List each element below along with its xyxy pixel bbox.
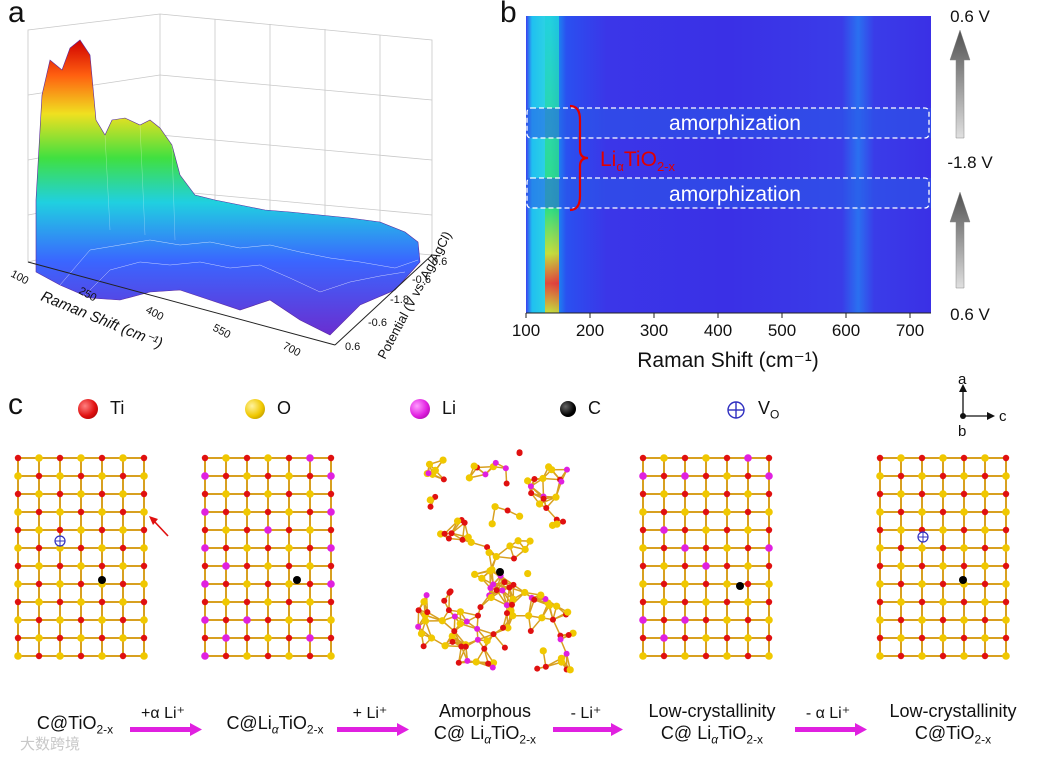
panel-b-potential-label: 0.6 V: [950, 7, 990, 26]
carbon-atom: [98, 576, 106, 584]
lattice-low-cryst-tio2: [876, 454, 1010, 660]
panel-a-spectra-surface: [35, 39, 421, 336]
legend-label: Li: [442, 398, 457, 418]
panel-b-potential-label: -1.8 V: [947, 153, 993, 172]
vacancy-marker: [917, 531, 929, 543]
panel-b-x-tick: 300: [640, 321, 668, 340]
li-ball-icon: [410, 398, 430, 419]
crystal-axes: a c b: [958, 371, 1007, 440]
legend-ti: Ti: [78, 398, 124, 419]
axis-c-label: c: [999, 408, 1007, 425]
panel-b-potential-arrow-lower: [949, 191, 971, 289]
legend-label: C: [588, 398, 601, 418]
panel-a-surface-plot: 100 250 400 550 700 Raman Shift (cm⁻¹) 0…: [9, 13, 454, 361]
ti-ball-icon: [78, 398, 98, 419]
carbon-atom: [293, 576, 301, 584]
crystal-structures: [14, 449, 1010, 674]
transition-label-2: + Li⁺: [352, 705, 388, 722]
vacancy-marker: [54, 535, 66, 547]
carbon-atom: [496, 568, 504, 576]
panel-b-x-tick: 600: [832, 321, 860, 340]
panel-label-c: c: [8, 388, 23, 421]
lattice-low-cryst-litio2: [639, 454, 773, 660]
panel-b-x-label: Raman Shift (cm⁻¹): [637, 349, 818, 372]
panel-a-y-ticks: 0.6 -0.6 -1.8 -0.6 0.6: [345, 256, 447, 353]
panel-b-main-peak: [545, 16, 559, 313]
watermark: 大数跨境: [20, 736, 81, 753]
panel-a-x-tick: 700: [281, 340, 303, 359]
panel-a-x-tick: 100: [9, 268, 31, 287]
legend-o: O: [245, 398, 291, 419]
stage-label-1: C@TiO2-x: [36, 713, 114, 737]
panel-b-heatmap: amorphization amorphization LiαTiO2-x 10…: [512, 7, 994, 372]
carbon-atom: [736, 582, 744, 590]
transition-arrows: [130, 723, 867, 736]
panel-b-potential-label: 0.6 V: [950, 305, 990, 324]
carbon-atom: [959, 576, 967, 584]
panel-a-y-tick: -0.6: [368, 317, 387, 329]
panel-b-x-tick: 200: [576, 321, 604, 340]
panel-label-b: b: [500, 0, 517, 29]
legend-vacancy: VO: [726, 398, 779, 422]
stage-label-3: Amorphous C@ LiαTiO2-x: [433, 701, 537, 747]
lattice-c-litio2: [201, 454, 335, 660]
c-ball-icon: [560, 400, 576, 417]
lattice-amorphous: [415, 449, 577, 674]
legend-label: O: [277, 398, 292, 418]
stage-label-5: Low-crystallinity C@TiO2-x: [889, 701, 1017, 747]
panel-a-y-tick: -0.6: [412, 274, 431, 286]
panel-b-potential-arrow-upper: [949, 29, 971, 139]
pointer-arrow: [152, 519, 169, 537]
panel-a-y-tick: -1.8: [390, 294, 409, 306]
legend-li: Li: [410, 398, 456, 419]
panel-b-x-ticks: 100 200 300 400 500 600 700: [512, 321, 924, 340]
axis-a-label: a: [958, 371, 967, 388]
panel-b-x-tick: 500: [768, 321, 796, 340]
legend-c: C: [560, 398, 601, 419]
legend-label: Ti: [110, 398, 125, 418]
axis-b-label: b: [958, 423, 966, 440]
transition-label-1: +α Li⁺: [141, 705, 185, 722]
panel-a-y-tick: 0.6: [345, 341, 360, 353]
panel-a-x-tick: 550: [211, 322, 233, 341]
panel-label-a: a: [8, 0, 25, 29]
panel-b-amorphization-box-bottom: [526, 177, 930, 209]
panel-b-brace: [569, 104, 589, 212]
lattice-c-tio2: [14, 454, 148, 660]
transition-label-3: - Li⁺: [570, 705, 602, 722]
panel-a-y-tick: 0.6: [432, 256, 447, 268]
panel-b-heatmap-field: [526, 16, 931, 313]
panel-b-x-tick: 100: [512, 321, 540, 340]
panel-b-region-label: amorphization: [669, 183, 801, 206]
stage-label-4: Low-crystallinity C@ LiαTiO2-x: [648, 701, 776, 747]
panel-b-amorphization-box-top: [526, 107, 930, 139]
panel-b-x-tick: 700: [896, 321, 924, 340]
panel-b-region-label: amorphization: [669, 112, 801, 135]
legend-label: VO: [758, 398, 780, 422]
panel-a-x-tick: 400: [144, 304, 166, 323]
panel-b-phase-label: LiαTiO2-x: [600, 148, 675, 174]
o-ball-icon: [245, 398, 265, 419]
vacancy-icon: [727, 401, 745, 419]
transition-label-4: - α Li⁺: [805, 705, 851, 722]
panel-b-x-tick: 400: [704, 321, 732, 340]
stage-label-2: C@LiαTiO2-x: [226, 713, 324, 737]
